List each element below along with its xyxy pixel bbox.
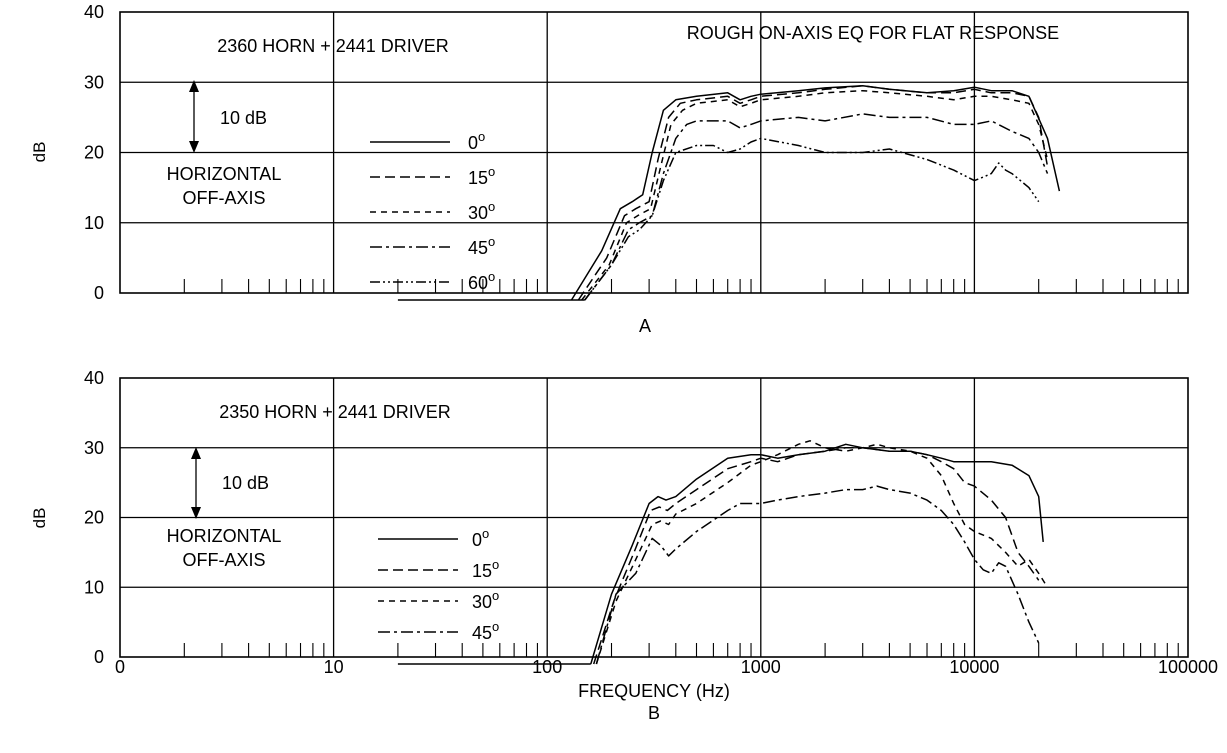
y-axis-label-a: dB: [30, 142, 49, 163]
legend-label-0: 0o: [472, 526, 489, 550]
scale-bar-label-a: 10 dB: [220, 108, 267, 128]
off-axis-label-b-1: HORIZONTAL: [167, 526, 282, 546]
series-line-45-deg: [595, 485, 1040, 665]
x-tick-label: 0: [115, 657, 125, 677]
y-tick-label: 20: [84, 508, 104, 528]
panel-a: 0 10 20 30 40 dB 2360 HORN + 2441 DRIVER ROU…: [30, 2, 1189, 336]
y-tick-label: 40: [84, 2, 104, 22]
x-tick-label: 1000: [741, 657, 781, 677]
y-tick-label: 30: [84, 438, 104, 458]
minor-ticks-a: [183, 279, 1179, 293]
y-tick-label: 20: [84, 143, 104, 163]
y-tick-label: 30: [84, 72, 104, 92]
legend-label-45: 45o: [472, 619, 499, 643]
x-axis-label: FREQUENCY (Hz): [578, 681, 730, 701]
y-tick-label: 40: [84, 368, 104, 388]
y-tick-labels-b: 0 10 20 30 40: [84, 368, 104, 667]
annotation-eq-a: ROUGH ON-AXIS EQ FOR FLAT RESPONSE: [687, 23, 1059, 43]
y-tick-label: 0: [94, 647, 104, 667]
legend-a: 0o 15o 30o 45o 60o: [370, 129, 495, 293]
panel-b: 0 10 20 30 40 dB 2350 HORN + 2441 DRIVER 10 …: [30, 368, 1218, 723]
x-tick-label: 100000: [1158, 657, 1218, 677]
off-axis-label-a-2: OFF-AXIS: [182, 188, 265, 208]
y-tick-labels-a: 0 10 20 30 40: [84, 2, 104, 303]
y-tick-label: 10: [84, 577, 104, 597]
minor-ticks-b: [183, 643, 1179, 657]
legend-label-45: 45o: [468, 234, 495, 258]
plot-frame-a: [119, 11, 1189, 294]
scale-bar-a: [189, 80, 199, 153]
y-tick-label: 10: [84, 213, 104, 233]
grid-b: [120, 378, 1188, 657]
series-line-60-deg: [584, 137, 1040, 301]
x-tick-label: 100: [532, 657, 562, 677]
grid-a: [120, 12, 1188, 293]
off-axis-label-b-2: OFF-AXIS: [182, 550, 265, 570]
series-line-0-deg: [590, 443, 1044, 665]
series-line-0-deg: [570, 85, 1061, 301]
legend-b: 0o 15o 30o 45o: [378, 526, 499, 643]
chart-title-b: 2350 HORN + 2441 DRIVER: [219, 402, 451, 422]
off-axis-label-a-1: HORIZONTAL: [167, 164, 282, 184]
series-line-30-deg: [595, 440, 1049, 665]
plot-frame-b: [119, 377, 1189, 658]
x-tick-labels: 0 10 100 1000 10000 100000: [115, 657, 1218, 677]
scale-bar-b: [191, 447, 201, 519]
legend-label-15: 15o: [472, 557, 499, 581]
curves-b: [397, 440, 1049, 665]
series-line-30-deg: [581, 89, 1049, 301]
scale-bar-label-b: 10 dB: [222, 473, 269, 493]
legend-label-30: 30o: [468, 199, 495, 223]
x-tick-label: 10: [324, 657, 344, 677]
y-tick-label: 0: [94, 283, 104, 303]
curves-a: [397, 85, 1061, 301]
panel-label-b: B: [648, 703, 660, 723]
x-tick-label: 10000: [949, 657, 999, 677]
panel-label-a: A: [639, 316, 651, 336]
series-line-15-deg: [577, 85, 1049, 301]
legend-label-30: 30o: [472, 588, 499, 612]
legend-label-60: 60o: [468, 269, 495, 293]
legend-label-0: 0o: [468, 129, 485, 153]
legend-label-15: 15o: [468, 164, 495, 188]
series-line-15-deg: [592, 447, 1040, 665]
chart-title-a: 2360 HORN + 2441 DRIVER: [217, 36, 449, 56]
y-axis-label-b: dB: [30, 508, 49, 529]
series-line-45-deg: [584, 113, 1049, 301]
